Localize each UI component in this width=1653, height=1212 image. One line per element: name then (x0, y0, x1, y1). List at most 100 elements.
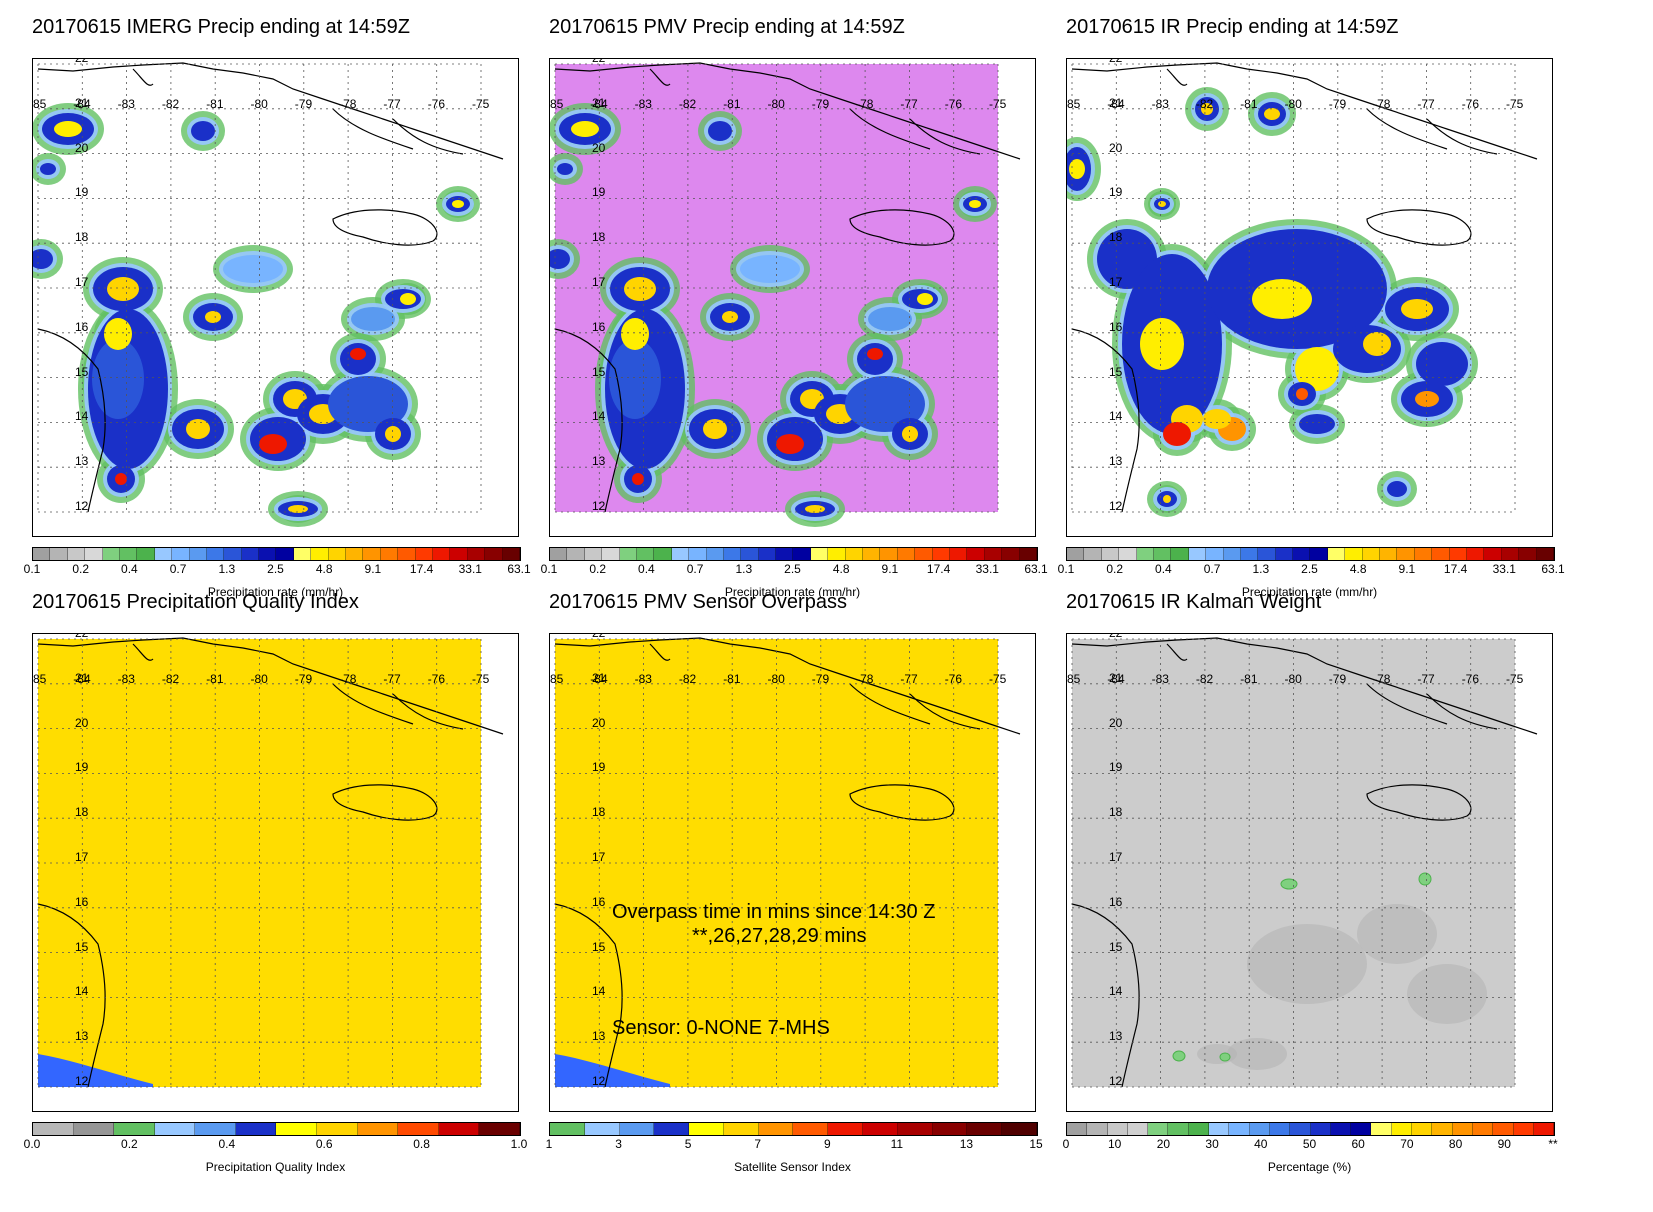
colorbar-swatch (311, 548, 329, 560)
jamaica-coast (332, 209, 438, 246)
colorbar-swatch (1391, 1123, 1413, 1135)
colorbar-swatch (328, 548, 347, 560)
colorbar-tick-label: 0.2 (121, 1137, 138, 1151)
colorbar-swatch (550, 548, 568, 560)
precip-cell (400, 293, 416, 305)
precip-cell (917, 293, 933, 305)
longitude-label: -84 (73, 672, 91, 686)
kalman-cell (1197, 1044, 1237, 1064)
map-canvas (1071, 637, 1538, 1088)
low-quality-region (38, 1054, 153, 1087)
longitude-label: -75 (989, 672, 1007, 686)
colorbar-swatch (485, 548, 503, 560)
colorbar-swatch (584, 1123, 620, 1135)
colorbar-swatch (1519, 548, 1537, 560)
longitude-label: -85 (32, 97, 47, 111)
graticule (37, 638, 482, 1088)
precip-cell (902, 426, 918, 442)
colorbar-swatch (85, 548, 103, 560)
panel-title: 20170615 IMERG Precip ending at 14:59Z (32, 16, 411, 38)
colorbar-swatch (380, 548, 399, 560)
jamaica-coast (1366, 784, 1472, 821)
imerg-precip-map: -85 -84 -83 -82 -81 -80 -79 -78 -77 -76 -75 22 21 20 1… (32, 58, 519, 537)
latitude-label: 13 (75, 1029, 89, 1044)
colorbar-swatch (741, 548, 759, 560)
longitude-label: -84 (1107, 97, 1125, 111)
colorbar-tick-label: 15 (1029, 1137, 1043, 1151)
colorbar-tick-label: 60 (1351, 1137, 1365, 1151)
colorbar-swatch (932, 1123, 968, 1135)
jamaica-coast (849, 209, 955, 246)
colorbar-tick-label: 4.8 (315, 562, 333, 576)
latitude-label: 20 (1109, 715, 1123, 730)
latitude-label: 19 (1109, 760, 1123, 775)
latitude-labels: 22 21 20 19 18 17 16 15 14 13 12 (1067, 634, 1127, 1111)
ir-precip-panel: 20170615 IR Precip ending at 14:59Z -85-… (1034, 0, 1565, 600)
colorbar-tick-label: 10 (1108, 1137, 1122, 1151)
longitude-label: -77 (900, 672, 918, 686)
precip-cell (867, 348, 883, 360)
pmv-precip-map: -85 -84 -83 -82 -81 -80 -79 -78 -77 -76 -75 22 21 20 1… (549, 58, 1036, 537)
precip-cell (776, 434, 804, 454)
colorbar-swatch (1107, 1123, 1128, 1135)
colorbar-swatch (224, 548, 242, 560)
cuba-south-coast (849, 108, 981, 155)
colorbar-swatch (479, 1123, 520, 1135)
central-america-coast (37, 328, 106, 513)
latitude-label: 15 (592, 364, 606, 379)
jamaica-coast (849, 784, 955, 821)
colorbar-tick-label: 70 (1400, 1137, 1414, 1151)
colorbar-swatch (1533, 1123, 1555, 1135)
colorbar-ticks: 1 3 5 7 9 11 13 15 (546, 1137, 1043, 1153)
latitude-label: 12 (75, 499, 89, 513)
latitude-labels: 22 21 20 19 18 17 16 15 14 13 12 (33, 634, 93, 1111)
precip-cell (1415, 391, 1439, 407)
precip-field (550, 103, 997, 527)
colorbar-tick-label: 50 (1302, 1137, 1317, 1151)
precip-cell (708, 121, 732, 141)
latitude-label: 16 (75, 894, 89, 909)
colorbar-swatch (259, 548, 277, 560)
latitude-label: 19 (75, 760, 89, 775)
longitude-labels: -85 -84 -83 -82 -81 -80 -79 -78 -77 -76 -75 (550, 634, 1035, 686)
colorbar-swatch (438, 1123, 480, 1135)
colorbar-tick-label: 30 (1205, 1137, 1219, 1151)
precip-cell (621, 318, 649, 350)
precip-cell (191, 121, 215, 141)
colorbar-swatch (706, 548, 724, 560)
colorbar-label: Satellite Sensor Index (734, 1160, 851, 1174)
colorbar-swatch (137, 548, 155, 560)
latitude-label: 14 (75, 984, 89, 999)
colorbar-tick-label: 2.5 (267, 562, 284, 576)
colorbar-tick-label: 0.1 (23, 562, 41, 576)
colorbar-tick-label: 9.1 (1398, 562, 1416, 576)
colorbar-tick-label: 90 (1497, 1137, 1511, 1151)
longitude-label: -82 (678, 672, 697, 686)
colorbar-swatch (206, 548, 225, 560)
colorbar-swatch (293, 548, 312, 560)
colorbar-swatch (949, 548, 968, 560)
colorbar-swatch (467, 548, 486, 560)
precip-cell (740, 255, 800, 283)
colorbar-tick-label: 0.4 (121, 562, 138, 576)
colorbar-label: Precipitation rate (mm/hr) (207, 585, 344, 599)
longitude-label: -82 (1195, 97, 1214, 111)
precip-cell (1163, 422, 1191, 446)
longitude-label: -75 (989, 97, 1007, 111)
precip-cell (1252, 279, 1312, 319)
longitude-label: -80 (250, 672, 268, 686)
colorbar-tick-label: 0.1 (1057, 562, 1075, 576)
precip-cell (969, 200, 981, 208)
precip-cell (223, 255, 283, 283)
longitude-label: -75 (472, 672, 490, 686)
colorbar-swatch (276, 548, 294, 560)
graticule (1071, 63, 1516, 513)
precip-colorbar (32, 547, 521, 561)
colorbar-tick-label: 33.1 (975, 562, 999, 576)
precip-cell (40, 163, 56, 175)
colorbar-swatch (654, 548, 672, 560)
colorbar-swatch (967, 1123, 1003, 1135)
latitude-label: 12 (75, 1074, 89, 1088)
colorbar-swatch (346, 548, 364, 560)
colorbar-swatch (793, 548, 811, 560)
